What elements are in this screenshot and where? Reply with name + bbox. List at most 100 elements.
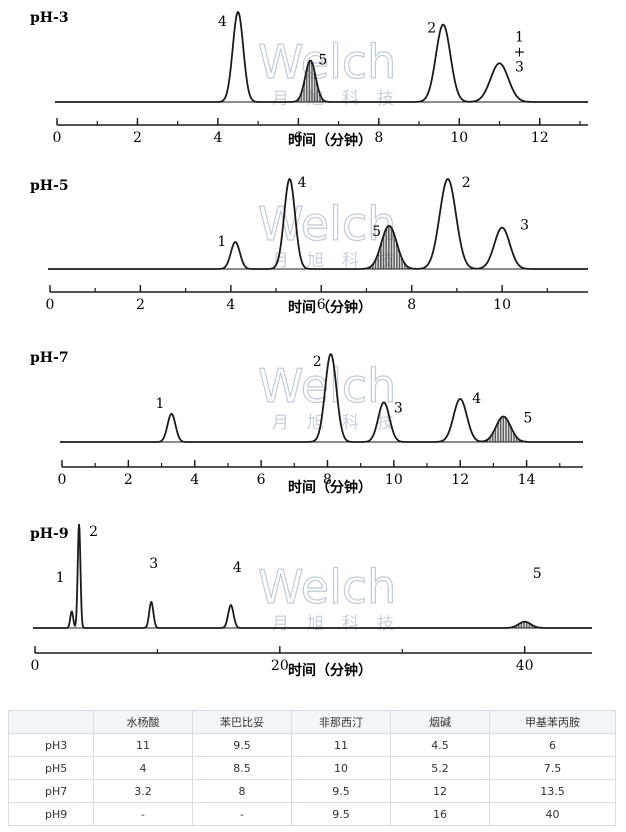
x-tick-label: 4	[190, 472, 199, 488]
x-axis-title: 时间（分钟）	[288, 662, 372, 679]
x-tick-label: 6	[257, 472, 266, 488]
watermark-logo: Welch	[258, 35, 396, 89]
table-row: pH9 - - 9.5 16 40	[8, 802, 616, 826]
peak-label: 5	[372, 224, 381, 240]
table-cell: 12	[390, 779, 490, 803]
x-tick-label: 4	[226, 297, 235, 313]
x-tick-label: 6	[294, 130, 303, 146]
peak-label: 1	[515, 29, 524, 45]
x-tick-label: 14	[518, 472, 536, 488]
peak-label: 3	[515, 59, 524, 75]
table-cell: -	[192, 802, 292, 826]
peak-label: 5	[523, 411, 532, 427]
table-cell: pH7	[8, 779, 94, 803]
x-axis-title: 时间（分钟）	[288, 132, 372, 149]
watermark-subtitle: 月旭科技	[272, 413, 412, 433]
peak-label: 1	[217, 234, 226, 250]
chromatogram-panel: Welch 月旭科技 1 2 3 4 5 0 2 4 6 8 10 12 14 pH-7 时间（分钟）	[0, 340, 626, 505]
chart-title: pH-9	[30, 526, 69, 542]
x-tick-label: 12	[531, 130, 549, 146]
watermark-subtitle: 月旭科技	[272, 89, 412, 109]
peak-label: 3	[149, 556, 158, 572]
table-header-cell	[8, 710, 94, 734]
peak-label: 2	[462, 175, 471, 191]
x-tick-label: 8	[323, 472, 332, 488]
peak-label: 5	[533, 566, 542, 582]
table-cell: 5.2	[390, 756, 490, 780]
table-cell: 3.2	[93, 779, 193, 803]
x-tick-label: 10	[493, 297, 511, 313]
chart-title: pH-5	[30, 178, 69, 194]
table-cell: pH3	[8, 733, 94, 757]
peak-label: 4	[233, 560, 242, 576]
table-cell: 9.5	[291, 779, 391, 803]
table-cell: 40	[489, 802, 616, 826]
peak-label: +	[514, 44, 526, 60]
watermark-logo: Welch	[258, 560, 396, 614]
table-header-row: 水杨酸 苯巴比妥 非那西汀 烟碱 甲基苯丙胺	[8, 710, 616, 734]
table-cell: 4	[93, 756, 193, 780]
x-tick-label: 0	[46, 297, 55, 313]
peak-label: 3	[394, 400, 403, 416]
x-axis-title: 时间（分钟）	[288, 299, 372, 316]
table-cell: pH9	[8, 802, 94, 826]
peak-label: 4	[218, 14, 227, 30]
table-cell: 13.5	[489, 779, 616, 803]
peak-label: 5	[318, 53, 327, 69]
x-tick-label: 2	[133, 130, 142, 146]
chromatogram-panel: Welch 月旭科技 1 2 3 4 5 0 20 40 pH-9 时间（分钟）	[0, 515, 626, 695]
x-tick-label: 2	[136, 297, 145, 313]
table-row: pH3 11 9.5 11 4.5 6	[8, 733, 616, 757]
x-tick-label: 8	[374, 130, 383, 146]
x-tick-label: 12	[451, 472, 469, 488]
table-header-cell: 非那西汀	[291, 710, 391, 734]
peak-label: 1	[56, 570, 65, 586]
x-axis-title: 时间（分钟）	[288, 479, 372, 496]
x-tick-label: 40	[516, 658, 534, 674]
table-cell: 7.5	[489, 756, 616, 780]
table-header-cell: 苯巴比妥	[192, 710, 292, 734]
x-tick-label: 10	[385, 472, 403, 488]
x-tick-label: 0	[58, 472, 67, 488]
peak-label: 4	[298, 175, 307, 191]
x-tick-label: 4	[213, 130, 222, 146]
table-header-cell: 水杨酸	[93, 710, 193, 734]
table-cell: 9.5	[291, 802, 391, 826]
peak-label: 2	[89, 524, 98, 540]
chromatogram-panel: Welch 月旭科技 1 4 5 2 3 0 2 4 6 8 10 pH-5 时间（分钟）	[0, 170, 626, 330]
table-cell: 16	[390, 802, 490, 826]
x-tick-label: 8	[407, 297, 416, 313]
table-cell: 4.5	[390, 733, 490, 757]
retention-time-table: 水杨酸 苯巴比妥 非那西汀 烟碱 甲基苯丙胺 pH3 11 9.5 11 4.5…	[8, 710, 616, 826]
table-cell: 11	[291, 733, 391, 757]
table-header-cell: 甲基苯丙胺	[489, 710, 616, 734]
peak-label: 4	[472, 391, 481, 407]
table-cell: 8.5	[192, 756, 292, 780]
x-tick-label: 2	[124, 472, 133, 488]
table-row: pH7 3.2 8 9.5 12 13.5	[8, 779, 616, 803]
peak-label: 2	[313, 354, 322, 370]
table-cell: 8	[192, 779, 292, 803]
table-cell: 11	[93, 733, 193, 757]
x-tick-label: 20	[271, 658, 289, 674]
watermark-subtitle: 月旭科技	[272, 614, 412, 634]
x-tick-label: 6	[317, 297, 326, 313]
table-cell: pH5	[8, 756, 94, 780]
table-cell: 10	[291, 756, 391, 780]
table-header-cell: 烟碱	[390, 710, 490, 734]
table-cell: 9.5	[192, 733, 292, 757]
chart-title: pH-7	[30, 350, 69, 366]
peak-label: 2	[427, 21, 436, 37]
peak-label: 1	[156, 396, 165, 412]
chart-title: pH-3	[30, 10, 69, 26]
x-tick-label: 0	[53, 130, 62, 146]
watermark-subtitle: 月旭科技	[272, 251, 412, 271]
table-row: pH5 4 8.5 10 5.2 7.5	[8, 756, 616, 780]
table-cell: 6	[489, 733, 616, 757]
peak-label: 3	[520, 218, 529, 234]
x-tick-label: 10	[450, 130, 468, 146]
x-tick-label: 0	[31, 658, 40, 674]
